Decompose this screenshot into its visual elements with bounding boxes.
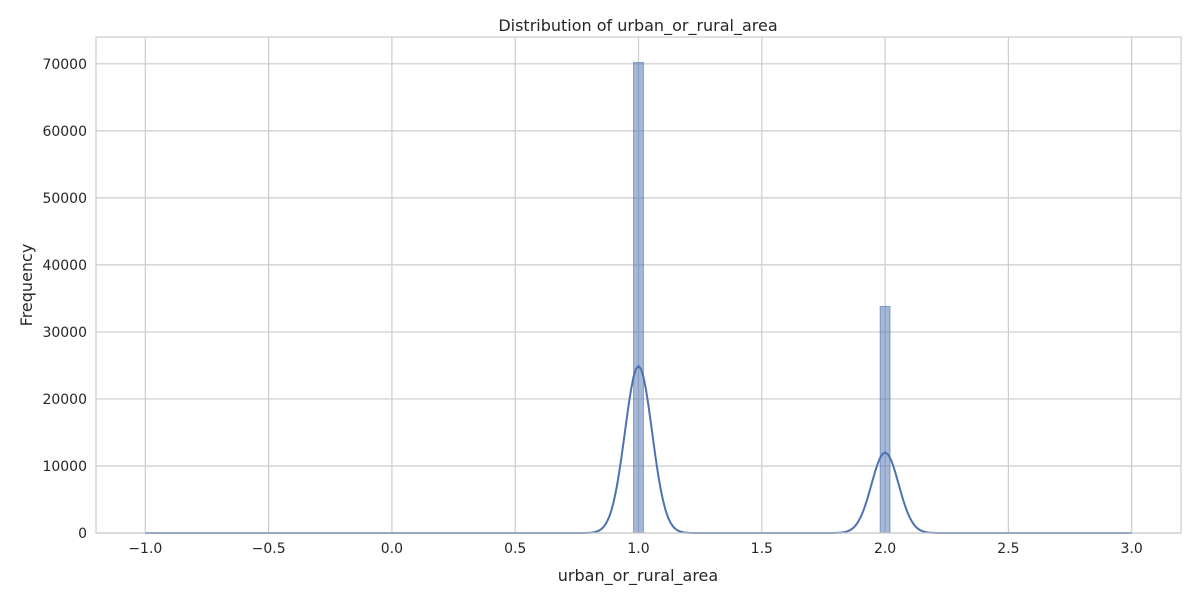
- plot-frame: [95, 36, 1182, 534]
- x-tick-label: 1.0: [627, 541, 649, 557]
- x-ticks: −1.0 −0.5 0.0 0.5 1.0 1.5 2.0 2.5 3.0: [128, 541, 1142, 557]
- y-tick-label: 20000: [42, 392, 87, 408]
- x-tick-label: −1.0: [128, 541, 162, 557]
- y-axis-label: Frequency: [17, 244, 36, 327]
- y-tick-label: 10000: [42, 459, 87, 475]
- y-tick-label: 30000: [42, 325, 87, 341]
- x-tick-label: 0.5: [504, 541, 526, 557]
- y-tick-label: 70000: [42, 57, 87, 73]
- y-tick-label: 50000: [42, 191, 87, 207]
- x-tick-label: −0.5: [252, 541, 286, 557]
- y-tick-label: 0: [78, 526, 87, 542]
- y-tick-label: 60000: [42, 124, 87, 140]
- x-axis-label: urban_or_rural_area: [558, 566, 718, 586]
- x-tick-label: 1.5: [751, 541, 773, 557]
- x-tick-label: 3.0: [1121, 541, 1143, 557]
- x-tick-label: 2.5: [997, 541, 1019, 557]
- chart-title: Distribution of urban_or_rural_area: [498, 16, 777, 36]
- x-tick-label: 0.0: [381, 541, 403, 557]
- histogram-bar: [633, 61, 644, 534]
- y-tick-label: 40000: [42, 258, 87, 274]
- histogram-bar: [879, 305, 891, 534]
- x-tick-label: 2.0: [874, 541, 896, 557]
- y-ticks: 0 10000 20000 30000 40000 50000 60000 70000: [42, 57, 87, 542]
